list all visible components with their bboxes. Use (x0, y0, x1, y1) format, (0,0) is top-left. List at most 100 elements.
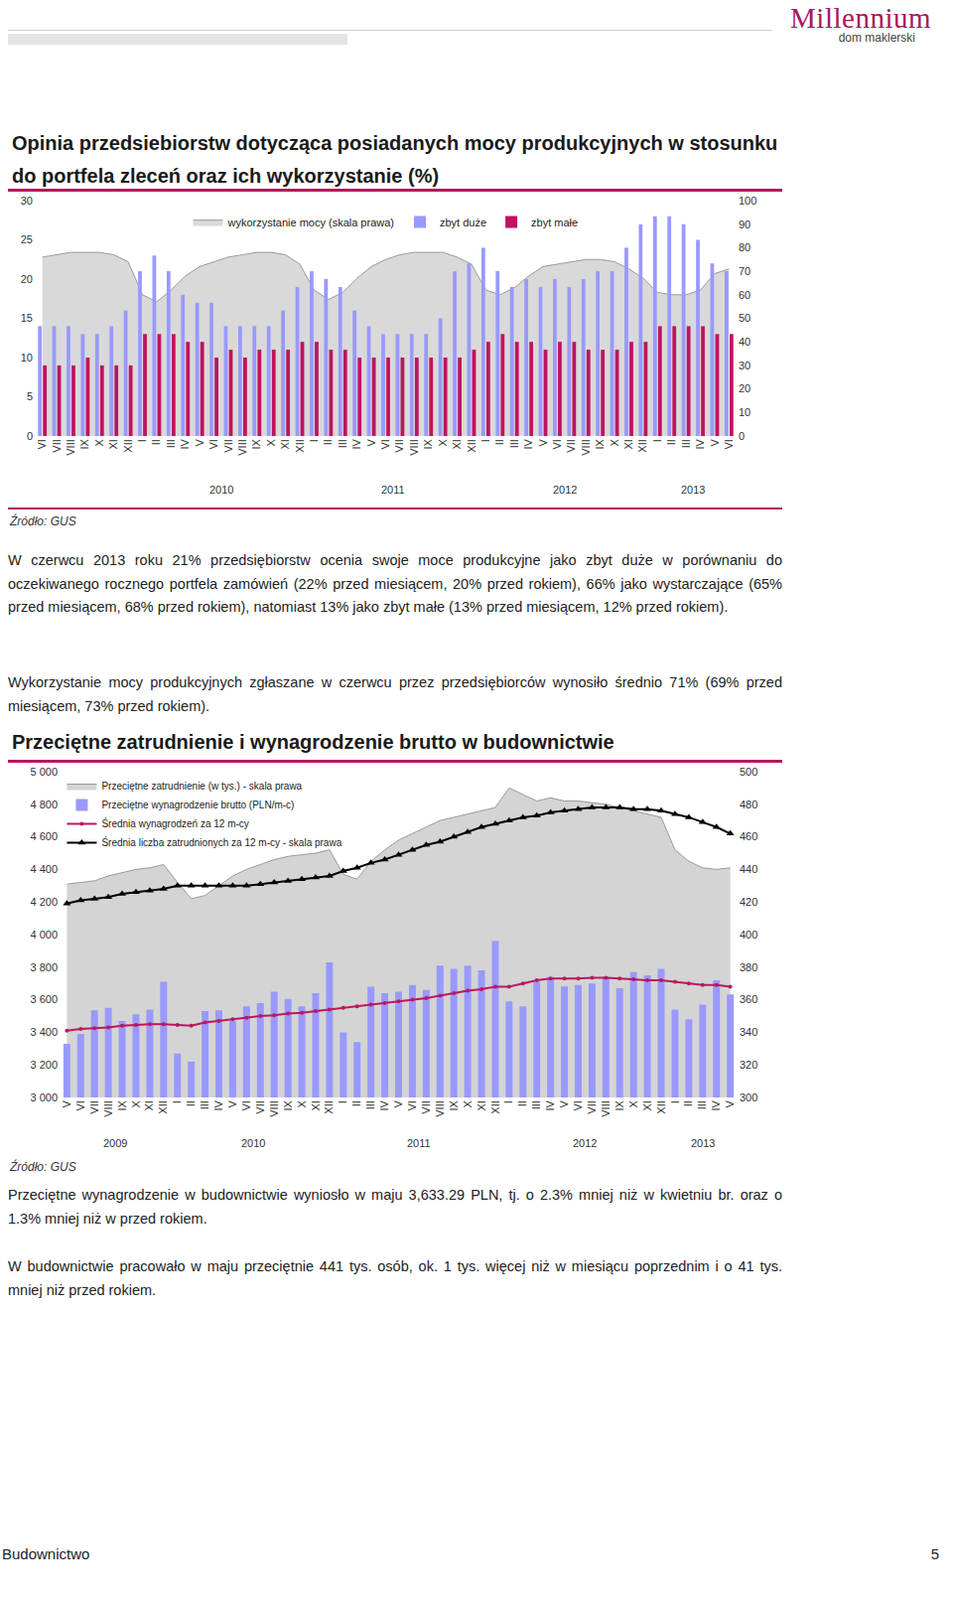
svg-text:IV: IV (522, 438, 535, 450)
svg-text:Średnia liczba zatrudnionych z: Średnia liczba zatrudnionych za 12 m-cy … (101, 835, 342, 848)
svg-text:I: I (651, 438, 664, 442)
svg-text:15: 15 (20, 311, 33, 324)
svg-text:IX: IX (613, 1099, 626, 1111)
svg-text:X: X (295, 1099, 308, 1108)
svg-text:IV: IV (212, 1099, 225, 1111)
svg-text:Przeciętne wynagrodzenie brutt: Przeciętne wynagrodzenie brutto (PLN/m-c… (101, 799, 294, 811)
svg-text:I: I (170, 1099, 183, 1103)
svg-text:II: II (184, 1099, 197, 1106)
svg-text:340: 340 (739, 1025, 758, 1038)
svg-text:VIII: VIII (433, 1099, 446, 1117)
svg-text:XII: XII (293, 438, 306, 452)
svg-text:2013: 2013 (690, 1136, 715, 1149)
svg-text:VII: VII (564, 438, 577, 452)
svg-text:2012: 2012 (572, 1136, 597, 1149)
svg-text:300: 300 (739, 1090, 758, 1103)
svg-text:VI: VI (74, 1099, 87, 1110)
svg-text:V: V (193, 438, 206, 447)
svg-text:2011: 2011 (407, 1136, 431, 1149)
svg-text:2011: 2011 (381, 483, 406, 496)
svg-text:20: 20 (738, 382, 751, 395)
svg-text:III: III (336, 438, 349, 448)
svg-text:3 000: 3 000 (29, 1090, 58, 1103)
svg-text:VIII: VIII (408, 438, 420, 456)
svg-text:0: 0 (26, 429, 33, 442)
svg-text:XI: XI (475, 1099, 488, 1110)
svg-text:70: 70 (738, 265, 751, 277)
svg-text:VII: VII (222, 438, 235, 452)
svg-text:VI: VI (722, 438, 735, 449)
svg-text:XII: XII (489, 1099, 502, 1113)
svg-text:III: III (198, 1099, 211, 1109)
svg-text:IV: IV (178, 438, 191, 450)
svg-text:420: 420 (739, 895, 758, 908)
svg-text:IX: IX (447, 1099, 460, 1111)
svg-text:30: 30 (20, 194, 33, 207)
svg-text:III: III (530, 1099, 543, 1109)
svg-text:II: II (665, 438, 678, 445)
svg-text:VII: VII (88, 1099, 101, 1113)
svg-text:400: 400 (739, 928, 758, 941)
svg-text:VI: VI (207, 438, 220, 449)
svg-text:IX: IX (78, 438, 91, 450)
svg-text:II: II (516, 1099, 529, 1106)
svg-text:III: III (364, 1099, 377, 1109)
svg-text:30: 30 (738, 359, 751, 372)
svg-text:440: 440 (739, 862, 758, 875)
svg-text:2013: 2013 (680, 483, 705, 496)
svg-text:V: V (723, 1099, 736, 1108)
svg-text:XII: XII (655, 1099, 668, 1113)
svg-text:5: 5 (26, 390, 33, 403)
svg-text:II: II (493, 438, 506, 445)
svg-text:2012: 2012 (552, 483, 577, 496)
svg-text:IV: IV (693, 438, 706, 450)
svg-text:VI: VI (379, 438, 392, 449)
svg-text:XI: XI (107, 438, 120, 449)
svg-text:IV: IV (544, 1099, 556, 1111)
svg-text:320: 320 (739, 1058, 758, 1071)
svg-text:IX: IX (593, 438, 606, 450)
svg-text:VII: VII (419, 1099, 432, 1113)
svg-text:4 600: 4 600 (29, 829, 58, 842)
svg-text:VI: VI (240, 1099, 253, 1110)
svg-text:0: 0 (738, 429, 745, 442)
svg-text:X: X (608, 438, 621, 447)
svg-text:V: V (557, 1099, 570, 1108)
svg-text:III: III (508, 438, 521, 448)
svg-text:VI: VI (406, 1099, 418, 1110)
svg-text:III: III (164, 438, 177, 448)
svg-text:XI: XI (641, 1099, 654, 1110)
svg-text:VIII: VIII (268, 1099, 280, 1117)
svg-text:II: II (681, 1099, 694, 1106)
svg-text:3 600: 3 600 (29, 992, 58, 1005)
svg-text:80: 80 (738, 241, 751, 254)
svg-text:V: V (60, 1099, 73, 1108)
svg-text:VIII: VIII (579, 438, 592, 456)
svg-text:4 400: 4 400 (29, 862, 58, 875)
svg-text:IX: IX (421, 438, 434, 450)
svg-text:zbyt duże: zbyt duże (439, 216, 487, 229)
svg-text:4 800: 4 800 (29, 798, 58, 811)
svg-text:3 400: 3 400 (29, 1025, 58, 1038)
svg-text:Przeciętne zatrudnienie (w tys: Przeciętne zatrudnienie (w tys.) - skala… (101, 780, 302, 792)
svg-text:480: 480 (739, 798, 758, 811)
svg-text:V: V (392, 1099, 405, 1108)
svg-text:4 000: 4 000 (29, 928, 58, 941)
svg-text:10: 10 (738, 406, 751, 418)
svg-text:5 000: 5 000 (29, 765, 58, 778)
svg-text:IV: IV (378, 1099, 391, 1111)
svg-text:100: 100 (738, 194, 757, 207)
svg-text:XII: XII (465, 438, 478, 452)
svg-text:VII: VII (393, 438, 406, 452)
svg-text:50: 50 (738, 311, 751, 324)
svg-text:IV: IV (709, 1099, 722, 1111)
svg-text:380: 380 (739, 960, 758, 973)
svg-text:I: I (479, 438, 492, 442)
svg-text:III: III (695, 1099, 708, 1109)
svg-text:VIII: VIII (236, 438, 249, 456)
svg-text:V: V (708, 438, 721, 447)
svg-text:VIII: VIII (102, 1099, 115, 1117)
svg-text:XI: XI (450, 438, 463, 449)
svg-text:2010: 2010 (209, 483, 234, 496)
svg-text:zbyt małe: zbyt małe (531, 216, 578, 229)
